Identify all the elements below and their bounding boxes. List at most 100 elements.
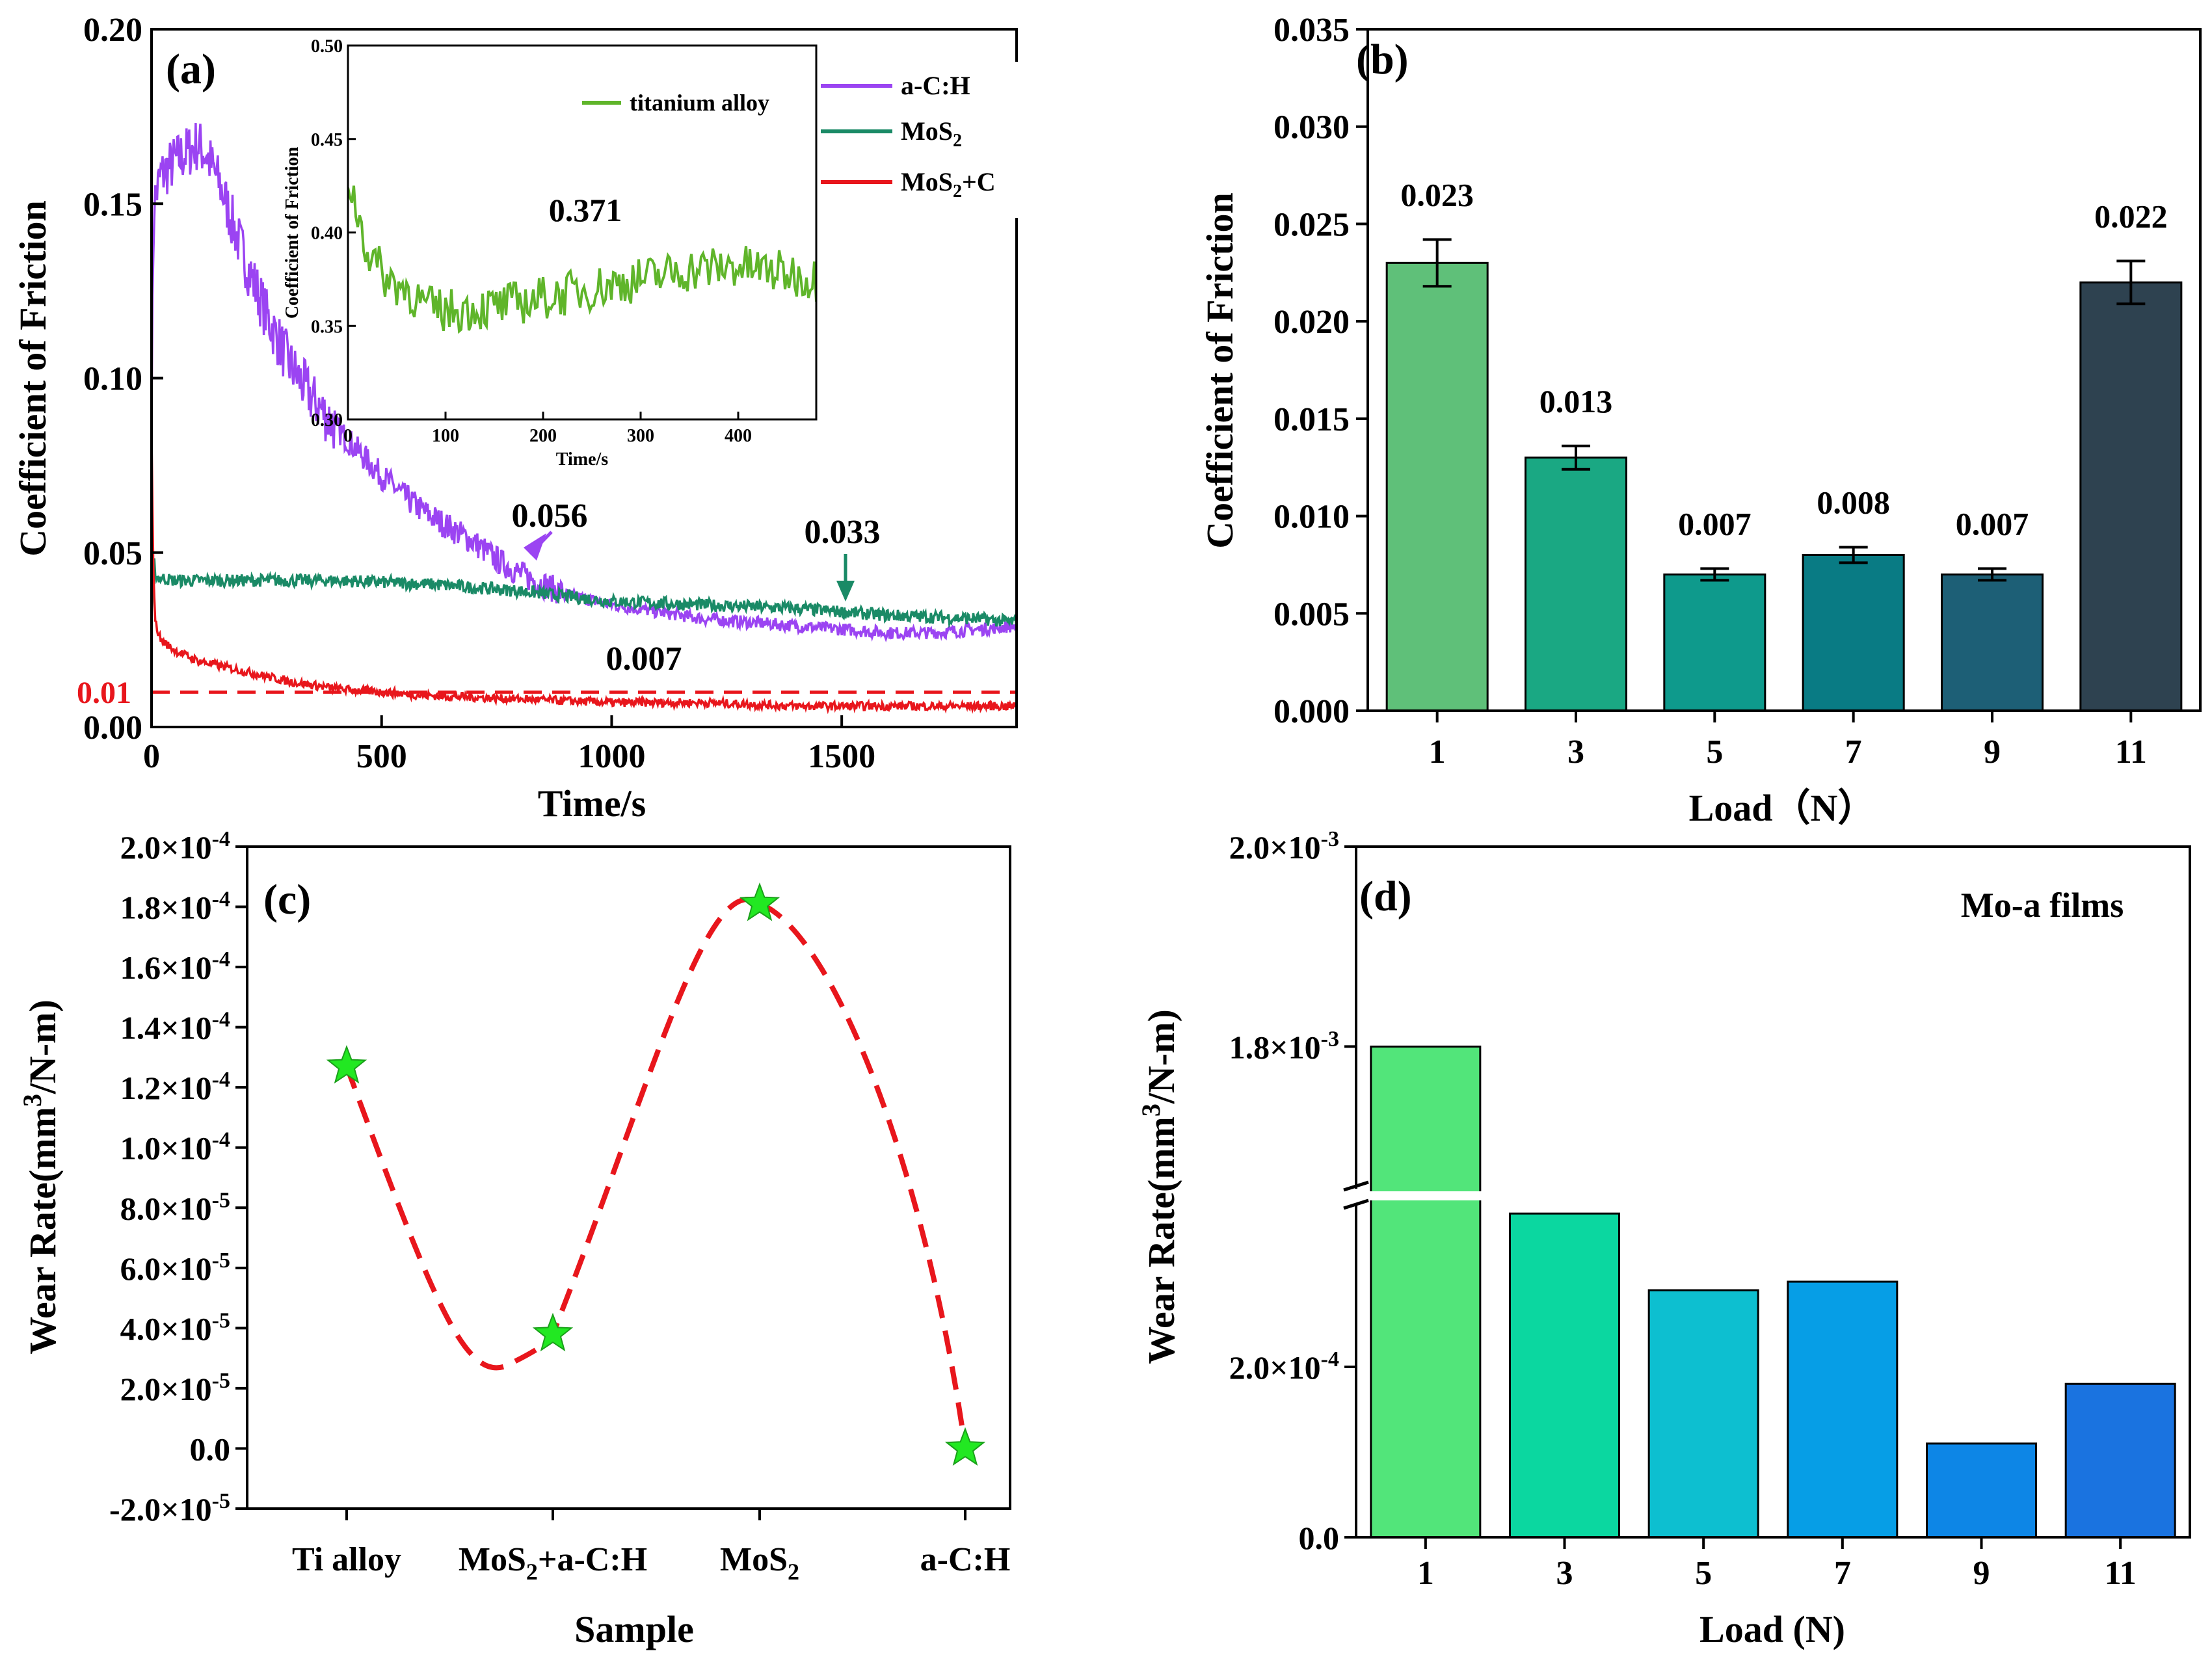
inset-xtick-label: 400 bbox=[725, 426, 752, 446]
panel-d-xtick-label: 11 bbox=[2105, 1555, 2137, 1592]
panel-d-xtick-label: 1 bbox=[1417, 1555, 1434, 1592]
inset-xtick-label: 200 bbox=[529, 426, 557, 446]
panel-c-ytick-label: 6.0×10-5 bbox=[120, 1249, 230, 1287]
panel-d-bar-load-3 bbox=[1509, 1212, 1620, 1539]
panel-b-ytick-label: 0.020 bbox=[1273, 304, 1350, 341]
panel-b-ytick-label: 0.005 bbox=[1273, 596, 1350, 633]
annotation-ach-value: 0.056 bbox=[512, 497, 588, 535]
panel-b-data-label: 0.007 bbox=[1678, 505, 1752, 542]
panel-c-label: (c) bbox=[263, 876, 311, 923]
panel-c-frame bbox=[246, 845, 1011, 1510]
panel-a-reference-label: 0.01 bbox=[77, 676, 131, 710]
panel-c-ytick-label: 8.0×10-5 bbox=[120, 1188, 230, 1226]
annotation-mos2c-value: 0.007 bbox=[606, 641, 682, 678]
panel-c-ytick-label: -2.0×10-5 bbox=[109, 1489, 230, 1527]
panel-b-xtick-label: 5 bbox=[1706, 734, 1723, 771]
panel-d-ytick-label: 2.0×10-3 bbox=[1229, 827, 1339, 866]
annotation-mos2-arrow bbox=[836, 581, 855, 602]
panel-c-ytick-label: 1.0×10-4 bbox=[120, 1128, 230, 1167]
panel-c-ytick-label: 2.0×10-5 bbox=[120, 1369, 230, 1407]
panel-c-ticks: -2.0×10-5 0.0 2.0×10-5 4.0×10-5 6.0×10-5 8.0×… bbox=[109, 827, 247, 1527]
panel-a-ytick-label: 0.10 bbox=[83, 361, 142, 398]
inset-ytick-label: 0.45 bbox=[311, 130, 343, 150]
panel-d-xtick-label: 3 bbox=[1556, 1555, 1573, 1592]
panel-b-xtick-label: 7 bbox=[1845, 734, 1862, 771]
panel-b-xtick-label: 3 bbox=[1567, 734, 1584, 771]
inset-ytick-label: 0.35 bbox=[311, 317, 343, 337]
panel-b-frame bbox=[1366, 28, 2202, 712]
panel-d-ylabel: Wear Rate(mm3/N-m) bbox=[1136, 1009, 1182, 1364]
panel-d-xlabel: Load (N) bbox=[1699, 1608, 1845, 1650]
inset-ytick-label: 0.30 bbox=[311, 410, 343, 430]
panel-d-bar-load-7 bbox=[1787, 1280, 1899, 1539]
panel-b-xtick-label: 1 bbox=[1429, 734, 1446, 771]
panel-b-bar-load-1 bbox=[1385, 261, 1489, 712]
inset-ylabel: Coefficient of Friction bbox=[282, 146, 302, 319]
panel-b-ytick-label: 0.010 bbox=[1273, 499, 1350, 536]
panel-b-bar-load-7 bbox=[1802, 553, 1905, 712]
panel-d-axis-break-mark-top bbox=[1343, 1180, 1369, 1192]
panel-d-axis-break-gap bbox=[1353, 1191, 1522, 1200]
panel-a-xtick-label: 1500 bbox=[808, 738, 875, 775]
panel-a-legend: a-C:H MoS2 MoS2+C bbox=[813, 62, 1021, 218]
annotation-mos2-value: 0.033 bbox=[805, 514, 881, 551]
panel-d-bars: 1 3 5 7 9 11 bbox=[1370, 1045, 2176, 1592]
panel-b-bar-load-3 bbox=[1525, 456, 1627, 712]
panel-d-axis-break-cover bbox=[1349, 1189, 1365, 1203]
annotation-ach-arrow-stem bbox=[529, 531, 553, 555]
panel-d-title: Mo-a films bbox=[1961, 886, 2124, 925]
panel-d-xtick-label: 9 bbox=[1973, 1555, 1990, 1592]
panel-b-ytick-label: 0.015 bbox=[1273, 401, 1350, 438]
inset-ytick-label: 0.40 bbox=[311, 224, 343, 244]
legend-label-mos2c: MoS2+C bbox=[901, 167, 996, 202]
panel-d-bar-load-5 bbox=[1647, 1289, 1759, 1539]
panel-c-star-marker bbox=[944, 1427, 986, 1466]
panel-c-xtick-label: Ti alloy bbox=[292, 1541, 401, 1578]
inset-background bbox=[348, 46, 816, 419]
panel-a-series-group bbox=[152, 123, 1017, 715]
panel-b-data-label: 0.023 bbox=[1400, 176, 1474, 213]
panel-b-bars: 0.023 1 0.013 3 0.007 5 0.008 7 0.007 9 0.022 11 bbox=[1385, 176, 2183, 771]
panel-d-ytick-label: 2.0×10-4 bbox=[1229, 1347, 1339, 1386]
panel-c-xtick-label: MoS2+a-C:H bbox=[459, 1541, 647, 1585]
panel-b-friction-vs-load: 0.023 1 0.013 3 0.007 5 0.008 7 0.007 9 0.022 11 0.… bbox=[1199, 12, 2202, 829]
panel-c-ytick-label: 1.2×10-4 bbox=[120, 1068, 230, 1106]
panel-a-xtick-label: 0 bbox=[143, 738, 160, 775]
panel-b-bar-load-11 bbox=[2079, 281, 2183, 712]
panel-a-ytick-label: 0.00 bbox=[83, 709, 142, 747]
panel-b-xtick-label: 11 bbox=[2115, 734, 2147, 771]
panel-b-ytick-label: 0.000 bbox=[1273, 693, 1350, 730]
panel-b-ticks: 0.000 0.005 0.010 0.015 0.020 0.025 0.030 0.035 bbox=[1273, 12, 1368, 730]
panel-a-ylabel: Coefficient of Friction bbox=[12, 200, 54, 557]
panel-d-bar-load-1 bbox=[1370, 1045, 1482, 1539]
panel-d-axis-break-mark-bottom bbox=[1343, 1198, 1369, 1210]
panel-b-label: (b) bbox=[1356, 36, 1409, 83]
panel-b-xtick-label: 9 bbox=[1984, 734, 2001, 771]
panel-a-xtick-label: 1000 bbox=[578, 738, 645, 775]
panel-d-ytick-label: 0.0 bbox=[1299, 1520, 1340, 1556]
panel-d-ytick-label: 1.8×10-3 bbox=[1229, 1027, 1339, 1065]
panel-c-ytick-label: 1.6×10-4 bbox=[120, 947, 230, 986]
panel-b-data-label: 0.008 bbox=[1817, 484, 1890, 520]
panel-b-bar-load-9 bbox=[1941, 573, 2044, 712]
panel-c-ytick-label: 0.0 bbox=[190, 1431, 231, 1467]
panel-b-data-label: 0.013 bbox=[1539, 383, 1613, 419]
inset-xlabel: Time/s bbox=[556, 449, 608, 469]
panel-c-ytick-label: 1.4×10-4 bbox=[120, 1008, 230, 1046]
inset-series-titanium-line bbox=[348, 185, 816, 334]
legend-label-mos2: MoS2 bbox=[901, 116, 962, 151]
panel-a-ytick-label: 0.05 bbox=[83, 535, 142, 572]
panel-c-star-marker bbox=[739, 882, 780, 921]
legend-label-ach: a-C:H bbox=[901, 71, 970, 100]
panel-c-ytick-label: 4.0×10-5 bbox=[120, 1308, 230, 1347]
panel-b-data-label: 0.022 bbox=[2094, 198, 2168, 234]
panel-c-star-marker bbox=[532, 1312, 574, 1352]
panel-c-xlabel: Sample bbox=[574, 1608, 694, 1650]
panel-d-xtick-label: 5 bbox=[1695, 1555, 1712, 1592]
panel-c-fitted-curve bbox=[344, 897, 968, 1449]
panel-b-ytick-label: 0.025 bbox=[1273, 206, 1350, 243]
panel-d-wear-rate-vs-load: 1 3 5 7 9 11 0.02.0×10-41.8×10-32.0×10-3 (d) … bbox=[1136, 827, 2191, 1650]
panel-c-ylabel: Wear Rate(mm3/N-m) bbox=[18, 999, 64, 1355]
panel-b-xlabel: Load（N） bbox=[1689, 787, 1876, 829]
